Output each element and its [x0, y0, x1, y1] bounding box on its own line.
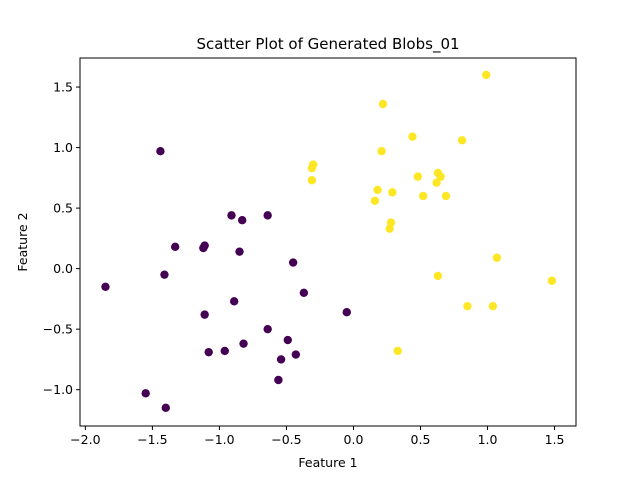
- data-point-series-0-19: [220, 346, 229, 356]
- data-point-series-0-17: [239, 339, 248, 348]
- data-point-series-0-22: [274, 375, 283, 385]
- y-tick-label: 0.5: [53, 201, 73, 216]
- y-tick-label: −1.0: [43, 382, 73, 397]
- x-tick-label: 1.0: [478, 432, 498, 447]
- data-point-series-0-23: [141, 389, 150, 398]
- y-axis: −1.0 −0.5 0.0 0.5 1.0 1.5: [43, 80, 80, 397]
- y-tick-label: 1.0: [53, 140, 73, 155]
- x-tick-label: −2.0: [70, 432, 100, 447]
- chart-title: Scatter Plot of Generated Blobs_01: [196, 35, 459, 54]
- data-point-series-1-6: [307, 163, 317, 173]
- x-tick-label: −1.5: [137, 432, 167, 447]
- data-point-series-1-13: [388, 188, 397, 197]
- data-point-series-1-21: [547, 276, 557, 285]
- data-point-series-1-0: [481, 70, 491, 80]
- data-point-series-1-3: [457, 136, 467, 145]
- data-point-series-0-16: [283, 335, 292, 345]
- data-point-series-1-1: [378, 99, 388, 109]
- x-axis-label: Feature 1: [298, 455, 357, 470]
- data-point-series-1-2: [408, 132, 417, 141]
- data-point-series-1-12: [373, 185, 382, 195]
- x-axis: −2.0 −1.5 −1.0 −0.5 0.0 0.5 1.0 1.5: [70, 426, 564, 447]
- x-tick-label: 0.0: [344, 432, 364, 447]
- data-point-series-0-12: [229, 297, 239, 306]
- data-point-series-0-13: [342, 308, 351, 317]
- data-point-series-1-9: [436, 172, 445, 181]
- x-tick-label: 1.5: [545, 432, 565, 447]
- data-point-series-0-11: [299, 288, 309, 298]
- data-point-series-0-3: [238, 216, 247, 225]
- data-point-series-1-11: [307, 176, 317, 185]
- y-tick-label: −0.5: [43, 322, 73, 337]
- data-point-series-0-6: [199, 243, 208, 253]
- data-point-series-1-19: [492, 253, 502, 262]
- data-point-series-1-10: [432, 178, 441, 187]
- data-point-series-1-16: [370, 196, 380, 206]
- data-point-series-0-15: [263, 324, 272, 334]
- data-point-series-0-18: [204, 347, 213, 357]
- data-point-series-1-14: [418, 191, 428, 201]
- data-point-series-1-23: [488, 301, 498, 311]
- data-point-series-1-15: [441, 191, 451, 201]
- points-layer: [101, 70, 557, 413]
- x-tick-label: −1.0: [204, 432, 234, 447]
- data-point-series-0-8: [288, 258, 298, 267]
- data-point-series-0-24: [161, 403, 170, 413]
- data-point-series-0-20: [291, 350, 301, 359]
- data-point-series-1-4: [377, 147, 386, 156]
- y-tick-label: 1.5: [53, 80, 73, 95]
- y-tick-label: 0.0: [53, 261, 73, 276]
- data-point-series-1-24: [393, 346, 402, 356]
- data-point-series-0-21: [276, 355, 286, 364]
- data-point-series-0-10: [101, 282, 110, 291]
- x-tick-label: −0.5: [271, 432, 301, 447]
- x-tick-label: 0.5: [411, 432, 431, 447]
- data-point-series-0-0: [156, 147, 165, 156]
- data-point-series-1-7: [413, 172, 423, 181]
- data-point-series-0-14: [200, 310, 209, 319]
- data-point-series-0-4: [170, 242, 180, 252]
- data-point-series-1-18: [385, 224, 394, 233]
- data-point-series-0-2: [263, 211, 272, 220]
- data-point-series-0-7: [235, 247, 244, 256]
- data-point-series-0-9: [160, 270, 169, 279]
- y-axis-label: Feature 2: [15, 212, 30, 271]
- data-point-series-0-1: [227, 211, 236, 220]
- plot-frame: [79, 57, 577, 427]
- data-point-series-1-22: [463, 301, 472, 311]
- data-point-series-1-20: [433, 271, 443, 281]
